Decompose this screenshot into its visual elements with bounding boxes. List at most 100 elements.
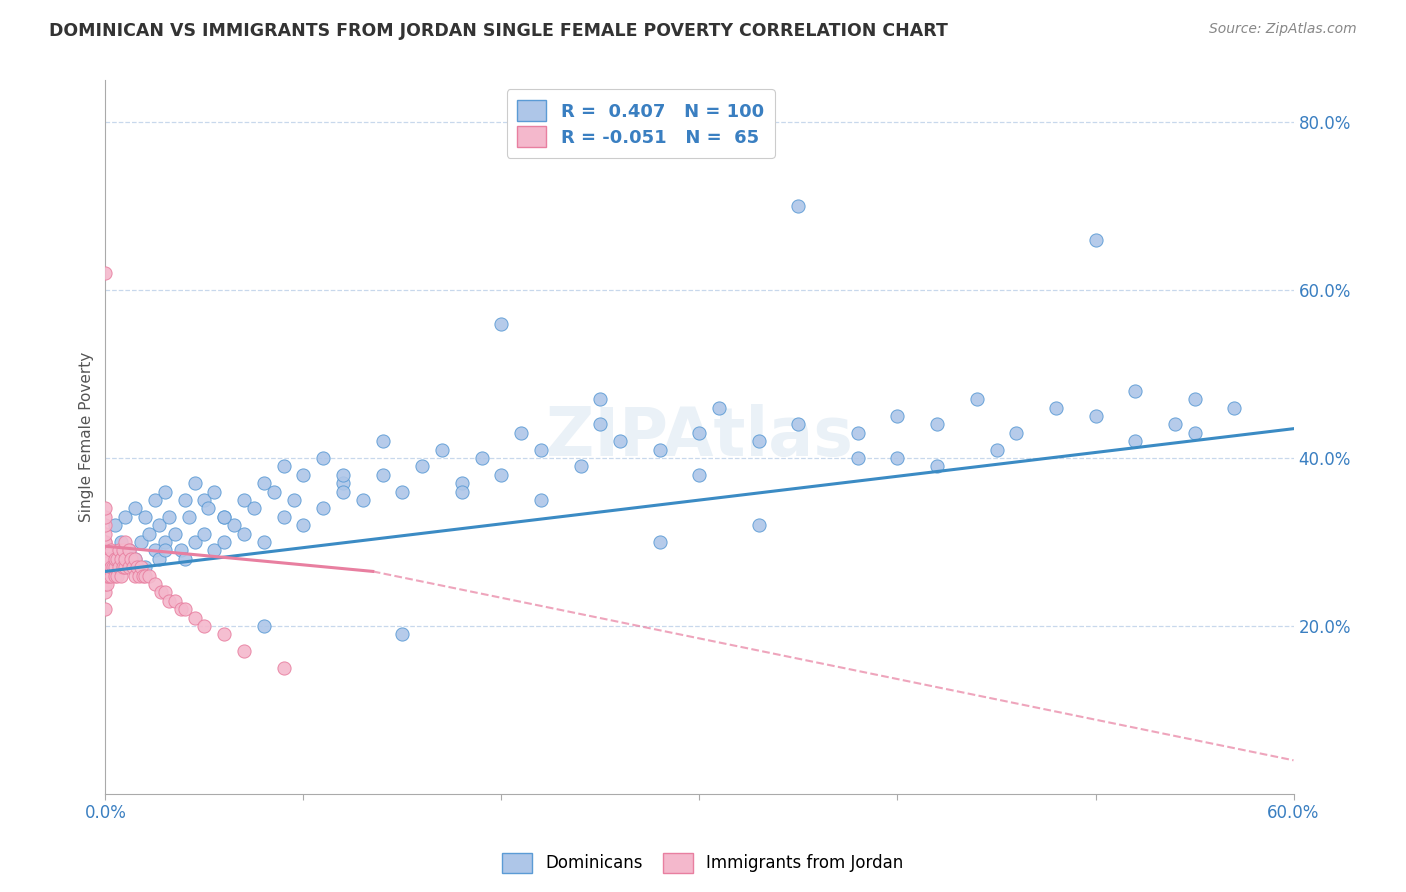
Point [214, 535, 236, 549]
Point [129, 535, 152, 549]
Point [124, 551, 146, 566]
Point [138, 526, 160, 541]
Point [94, 535, 117, 549]
Point [224, 518, 246, 533]
Text: DOMINICAN VS IMMIGRANTS FROM JORDAN SINGLE FEMALE POVERTY CORRELATION CHART: DOMINICAN VS IMMIGRANTS FROM JORDAN SING… [49, 22, 948, 40]
Point [94, 568, 117, 582]
Point [491, 467, 513, 482]
Point [104, 560, 127, 574]
Point [173, 493, 195, 508]
Point [648, 535, 671, 549]
Point [253, 535, 276, 549]
Point [104, 518, 127, 533]
Point [1164, 417, 1187, 432]
Point [589, 417, 612, 432]
Point [124, 551, 146, 566]
Point [104, 551, 127, 566]
Point [1005, 425, 1028, 440]
Point [371, 434, 394, 449]
Point [846, 451, 869, 466]
Point [748, 518, 770, 533]
Point [108, 560, 131, 574]
Point [94, 568, 117, 582]
Point [94, 509, 117, 524]
Point [134, 568, 156, 582]
Point [100, 560, 122, 574]
Point [103, 560, 125, 574]
Point [138, 568, 160, 582]
Point [148, 518, 170, 533]
Point [450, 476, 472, 491]
Point [202, 543, 225, 558]
Point [430, 442, 453, 457]
Point [118, 560, 141, 574]
Point [153, 484, 176, 499]
Point [124, 501, 146, 516]
Point [128, 568, 150, 582]
Point [193, 493, 215, 508]
Point [177, 509, 200, 524]
Point [183, 535, 205, 549]
Point [96, 560, 118, 574]
Point [273, 661, 295, 675]
Point [689, 467, 711, 482]
Point [530, 493, 553, 508]
Point [94, 543, 117, 558]
Point [163, 526, 186, 541]
Point [1184, 425, 1206, 440]
Point [170, 543, 193, 558]
Point [1123, 384, 1146, 398]
Point [1084, 409, 1107, 423]
Point [157, 594, 180, 608]
Point [273, 509, 295, 524]
Point [148, 551, 170, 566]
Point [214, 509, 236, 524]
Point [105, 551, 128, 566]
Point [114, 551, 136, 566]
Point [332, 476, 354, 491]
Point [233, 644, 256, 658]
Point [110, 568, 132, 582]
Point [986, 442, 1008, 457]
Point [127, 560, 149, 574]
Point [530, 442, 553, 457]
Point [1184, 392, 1206, 407]
Point [312, 501, 335, 516]
Point [94, 266, 117, 280]
Text: ZIPAtlas: ZIPAtlas [546, 404, 853, 470]
Point [143, 577, 166, 591]
Point [94, 577, 117, 591]
Y-axis label: Single Female Poverty: Single Female Poverty [79, 352, 94, 522]
Point [292, 467, 315, 482]
Point [173, 551, 195, 566]
Point [114, 535, 136, 549]
Point [391, 484, 413, 499]
Point [100, 543, 122, 558]
Point [143, 493, 166, 508]
Point [94, 585, 117, 599]
Point [569, 459, 592, 474]
Point [411, 459, 433, 474]
Point [352, 493, 374, 508]
Point [110, 535, 132, 549]
Point [153, 535, 176, 549]
Point [966, 392, 988, 407]
Point [149, 585, 172, 599]
Point [153, 543, 176, 558]
Point [157, 509, 180, 524]
Point [253, 619, 276, 633]
Point [153, 585, 176, 599]
Point [129, 560, 152, 574]
Point [114, 560, 136, 574]
Point [886, 451, 908, 466]
Point [1123, 434, 1146, 449]
Point [233, 493, 256, 508]
Point [787, 199, 810, 213]
Point [96, 568, 118, 582]
Point [886, 409, 908, 423]
Point [134, 560, 156, 574]
Point [292, 518, 315, 533]
Point [332, 484, 354, 499]
Point [197, 501, 219, 516]
Point [609, 434, 631, 449]
